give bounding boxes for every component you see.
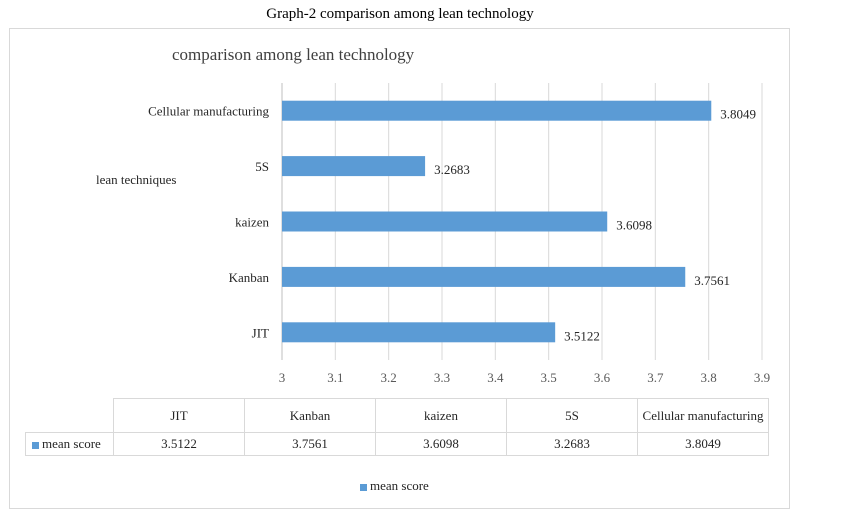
bar <box>282 100 712 121</box>
category-label: kaizen <box>235 215 269 230</box>
figure-caption: Graph-2 comparison among lean technology <box>266 6 534 22</box>
bar <box>282 322 556 343</box>
bar <box>282 266 686 287</box>
category-label: JIT <box>252 325 269 340</box>
x-tick-labels: 3 3.1 3.2 3.3 3.4 3.5 3.6 3.7 3.8 3.9 <box>279 370 770 385</box>
bar <box>282 211 608 232</box>
table-header-kaizen: kaizen <box>375 398 507 433</box>
x-tick-label: 3.2 <box>381 370 397 385</box>
category-label: Kanban <box>229 270 270 285</box>
table-header-jit: JIT <box>113 398 245 433</box>
x-tick-label: 3.7 <box>647 370 664 385</box>
table-cell-kaizen: 3.6098 <box>375 432 507 456</box>
chart-legend: mean score <box>360 478 429 494</box>
category-label: 5S <box>255 159 269 174</box>
table-cell-5s: 3.2683 <box>506 432 638 456</box>
data-table-header-row: JIT Kanban kaizen 5S Cellular manufactur… <box>25 398 769 433</box>
table-cell-cellular-manufacturing: 3.8049 <box>637 432 769 456</box>
chart-title: comparison among lean technology <box>172 45 415 64</box>
chart-frame <box>9 28 790 509</box>
x-tick-label: 3.4 <box>487 370 504 385</box>
x-tick-label: 3.9 <box>754 370 770 385</box>
table-header-5s: 5S <box>506 398 638 433</box>
data-table-corner <box>25 398 114 433</box>
table-cell-kanban: 3.7561 <box>244 432 376 456</box>
data-label: 3.2683 <box>434 162 470 177</box>
data-labels: 3.5122 3.7561 3.6098 3.2683 3.8049 <box>434 107 756 344</box>
category-labels: JIT Kanban kaizen 5S Cellular manufacturing <box>148 104 269 341</box>
bars <box>282 100 712 343</box>
x-tick-label: 3.5 <box>541 370 557 385</box>
legend-label: mean score <box>370 478 429 493</box>
x-tick-label: 3.8 <box>701 370 717 385</box>
x-tick-label: 3 <box>279 370 286 385</box>
data-label: 3.8049 <box>720 107 756 122</box>
data-label: 3.6098 <box>616 218 652 233</box>
table-cell-jit: 3.5122 <box>113 432 245 456</box>
x-tick-label: 3.1 <box>327 370 343 385</box>
legend-swatch <box>360 483 367 491</box>
y-axis-label: lean techniques <box>96 172 177 187</box>
series-swatch <box>32 441 39 449</box>
table-header-kanban: Kanban <box>244 398 376 433</box>
x-tick-label: 3.6 <box>594 370 611 385</box>
table-series-name: mean score <box>25 432 114 456</box>
category-label: Cellular manufacturing <box>148 104 269 119</box>
x-tick-label: 3.3 <box>434 370 450 385</box>
data-table: JIT Kanban kaizen 5S Cellular manufactur… <box>25 398 769 456</box>
table-header-cellular-manufacturing: Cellular manufacturing <box>637 398 769 433</box>
data-label: 3.7561 <box>694 273 730 288</box>
table-series-label: mean score <box>42 436 101 451</box>
bar <box>282 156 426 177</box>
data-label: 3.5122 <box>564 328 600 343</box>
data-table-values-row: mean score 3.5122 3.7561 3.6098 3.2683 3… <box>25 432 769 456</box>
